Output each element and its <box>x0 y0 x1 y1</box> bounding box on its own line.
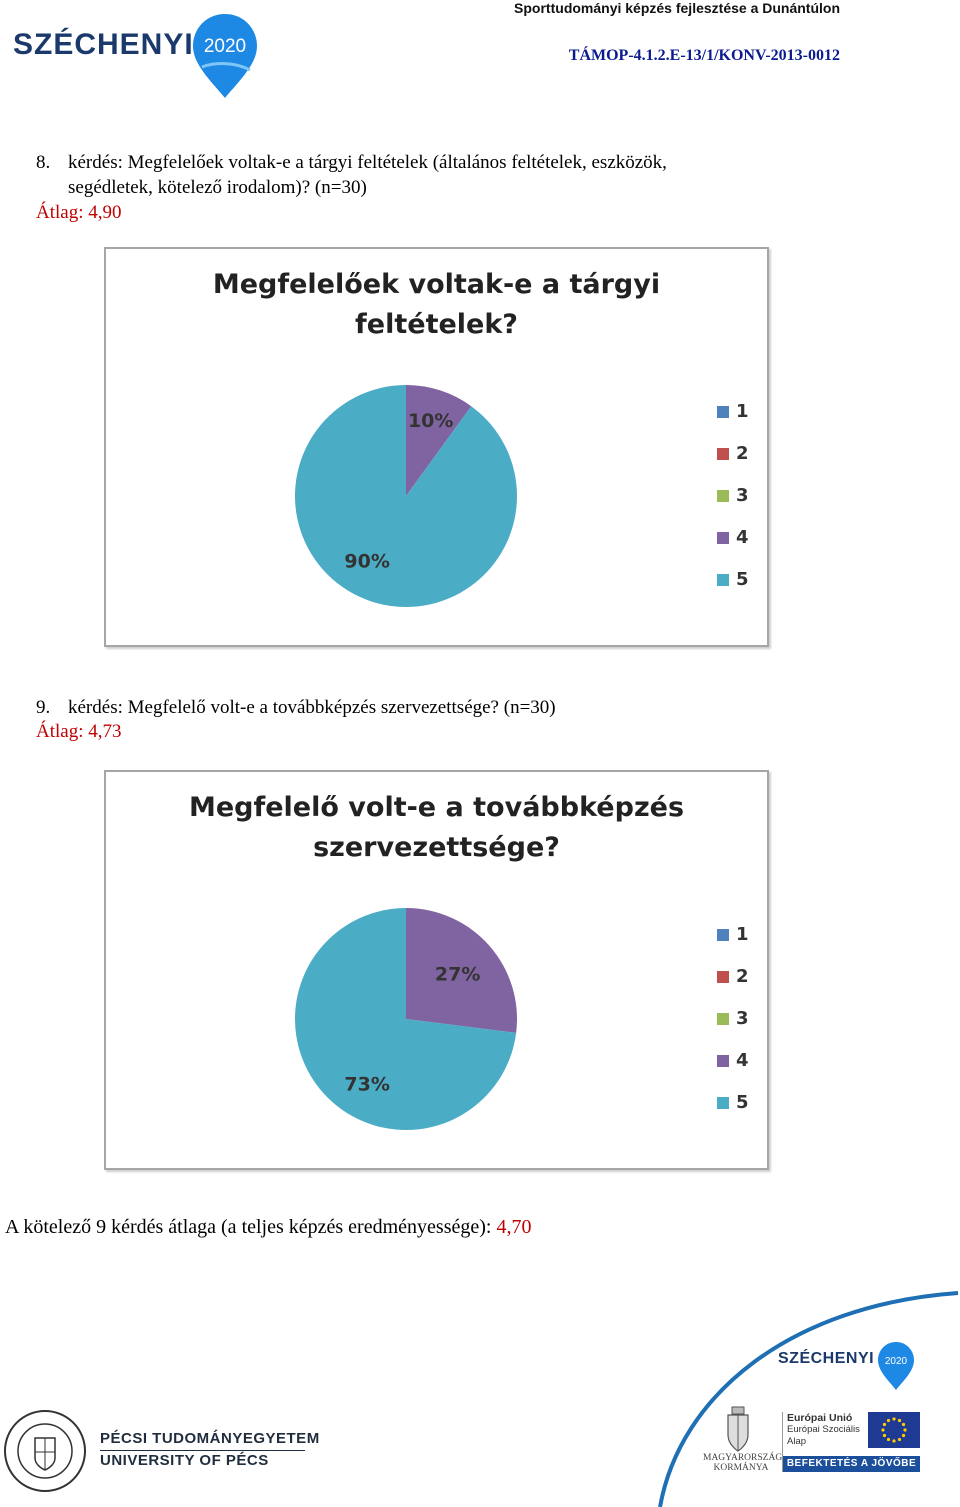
legend-label-5: 5 <box>736 569 749 590</box>
legend-swatch-1 <box>717 406 729 418</box>
question-text-line2: segédletek, kötelező irodalom)? (n=30) <box>68 177 367 198</box>
university-divider <box>100 1450 305 1451</box>
chart-title-line1: Megfelelőek voltak-e a tárgyi <box>212 269 661 300</box>
legend-swatch-3 <box>717 1013 729 1025</box>
hungarian-coat-of-arms-icon <box>727 1406 749 1452</box>
question-average: Átlag: 4,90 <box>36 202 122 223</box>
legend-swatch-2 <box>717 971 729 983</box>
szechenyi-logo-pin-icon: 2020 <box>193 14 257 98</box>
eu-star <box>892 1417 896 1421</box>
summary-text: A kötelező 9 kérdés átlaga (a teljes kép… <box>5 1216 497 1238</box>
legend-label-2: 2 <box>736 443 749 464</box>
pie-slice-4 <box>406 385 472 496</box>
question-text-line1: kérdés: Megfelelő volt-e a továbbképzés … <box>68 697 556 718</box>
legend-label-1: 1 <box>736 401 749 422</box>
question-number: 9. <box>36 697 51 718</box>
szechenyi-logo-year: 2020 <box>204 36 246 57</box>
university-seal-icon <box>4 1410 86 1492</box>
footer-szechenyi-text: SZÉCHENYI <box>778 1350 875 1367</box>
eu-line3: Alap <box>787 1436 807 1447</box>
eu-star <box>886 1418 891 1423</box>
chart-title-line2: feltételek? <box>355 309 518 340</box>
szechenyi-logo-text: SZÉCHENYI <box>13 28 194 61</box>
legend-swatch-5 <box>717 1097 729 1109</box>
legend-label-4: 4 <box>736 1050 749 1071</box>
question-9: 9. kérdés: Megfelelő volt-e a továbbképz… <box>36 695 896 720</box>
legend-swatch-2 <box>717 448 729 460</box>
pie-chart-2: 27% 73% <box>295 908 517 1130</box>
eu-star <box>882 1433 887 1438</box>
eu-line1: Európai Unió <box>787 1412 853 1424</box>
eu-star <box>903 1428 907 1432</box>
government-line2: KORMÁNYA <box>713 1463 769 1473</box>
government-label: MAGYARORSZÁG KORMÁNYA <box>703 1453 783 1473</box>
eu-star <box>892 1439 896 1443</box>
legend-swatch-4 <box>717 1055 729 1067</box>
eu-star <box>886 1437 891 1442</box>
question-average: Átlag: 4,73 <box>36 721 122 742</box>
eu-star <box>882 1422 887 1427</box>
project-title: Sporttudományi képzés fejlesztése a Duná… <box>514 0 840 16</box>
university-name-hu: PÉCSI TUDOMÁNYEGYETEM <box>100 1430 320 1447</box>
government-line1: MAGYARORSZÁG <box>703 1453 783 1463</box>
summary-line: A kötelező 9 kérdés átlaga (a teljes kép… <box>5 1216 531 1239</box>
footer-decorative-arc <box>658 1291 959 1507</box>
eu-fund-label: Európai Unió Európai Szociális Alap <box>787 1412 860 1448</box>
footer-szechenyi-pin-icon: 2020 <box>878 1342 914 1390</box>
legend-label-3: 3 <box>736 485 749 506</box>
legend-label-1: 1 <box>736 924 749 945</box>
pie-data-label: 73% <box>344 1073 389 1095</box>
legend-label-4: 4 <box>736 527 749 548</box>
legend-swatch-3 <box>717 490 729 502</box>
legend-swatch-4 <box>717 532 729 544</box>
project-code: TÁMOP-4.1.2.E-13/1/KONV-2013-0012 <box>568 47 840 64</box>
question-8: 8. kérdés: Megfelelőek voltak-e a tárgyi… <box>36 150 836 200</box>
eu-star <box>897 1418 902 1423</box>
pie-data-label: 10% <box>408 410 453 432</box>
summary-value: 4,70 <box>496 1216 532 1238</box>
university-name-en: UNIVERSITY OF PÉCS <box>100 1452 269 1469</box>
question-number: 8. <box>36 152 51 173</box>
eu-star <box>901 1422 906 1427</box>
legend-label-2: 2 <box>736 966 749 987</box>
eu-star <box>881 1428 885 1432</box>
pie-slice-5 <box>295 385 517 607</box>
footer-szechenyi-year: 2020 <box>885 1356 908 1367</box>
eu-flag-icon <box>868 1412 920 1448</box>
legend-swatch-5 <box>717 574 729 586</box>
chart-container-1: Megfelelőek voltak-e a tárgyi feltételek… <box>104 247 769 647</box>
footer-divider <box>782 1412 783 1472</box>
legend-swatch-1 <box>717 929 729 941</box>
pie-slice-4 <box>406 908 517 1033</box>
pie-data-label: 90% <box>344 550 389 572</box>
chart-container-2: Megfelelő volt-e a továbbképzés szerveze… <box>104 770 769 1170</box>
eu-slogan-banner: BEFEKTETÉS A JÖVŐBE <box>783 1456 920 1472</box>
pie-chart-1: 10% 90% <box>295 385 517 607</box>
eu-star <box>901 1433 906 1438</box>
legend-label-5: 5 <box>736 1092 749 1113</box>
chart-title-line2: szervezettsége? <box>313 832 560 863</box>
pie-slice-5 <box>295 908 517 1130</box>
chart-title-line1: Megfelelő volt-e a továbbképzés <box>188 792 685 823</box>
question-text-line1: kérdés: Megfelelőek voltak-e a tárgyi fe… <box>68 152 667 173</box>
eu-line2: Európai Szociális <box>787 1424 860 1435</box>
eu-star <box>897 1437 902 1442</box>
pie-data-label: 27% <box>435 963 480 985</box>
legend-label-3: 3 <box>736 1008 749 1029</box>
